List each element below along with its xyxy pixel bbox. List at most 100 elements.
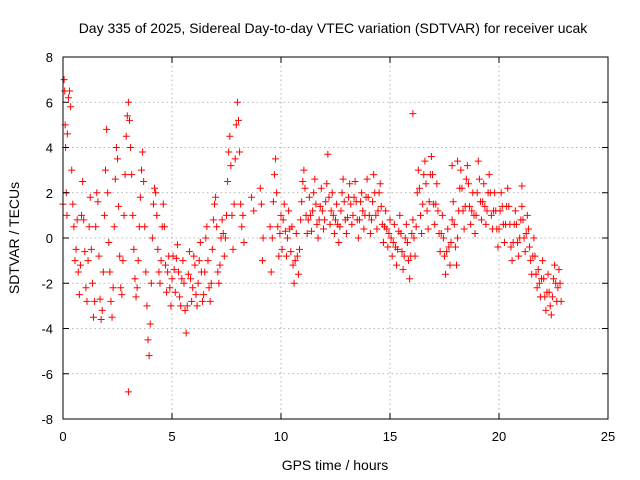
data-point (413, 189, 421, 197)
data-point (333, 200, 341, 208)
y-tick-label: 0 (46, 231, 53, 246)
data-point (290, 279, 298, 287)
data-point (195, 257, 203, 265)
data-point (278, 245, 286, 253)
data-point (535, 279, 543, 287)
data-point (313, 220, 321, 228)
data-point (248, 193, 256, 201)
data-point (119, 257, 127, 265)
data-point (281, 227, 289, 235)
data-point (85, 223, 93, 231)
data-point (181, 306, 189, 314)
data-point (379, 239, 387, 247)
data-point (79, 177, 87, 185)
data-point (72, 245, 80, 253)
data-point (436, 248, 444, 256)
data-point (519, 216, 527, 224)
data-point (63, 130, 71, 138)
data-point (316, 202, 324, 210)
data-point (432, 200, 440, 208)
data-point (533, 284, 541, 292)
data-point (133, 284, 141, 292)
data-point (91, 297, 99, 305)
data-point (485, 171, 493, 179)
data-point (180, 279, 188, 287)
data-point (190, 252, 198, 260)
data-point (233, 98, 241, 106)
data-point (232, 121, 240, 129)
data-point (228, 211, 236, 219)
data-point (227, 162, 235, 170)
data-point (159, 200, 167, 208)
data-point (111, 175, 119, 183)
y-tick-label: 4 (46, 141, 53, 156)
data-point (87, 245, 95, 253)
data-point (386, 216, 394, 224)
data-point (446, 261, 454, 269)
data-point (145, 352, 153, 360)
data-point (257, 200, 265, 208)
data-point (393, 261, 401, 269)
data-point (551, 261, 559, 269)
data-point (125, 116, 133, 124)
data-point (329, 211, 337, 219)
data-point (74, 268, 82, 276)
data-point (394, 245, 402, 253)
data-point (365, 211, 373, 219)
data-point (84, 257, 92, 265)
data-point (505, 202, 513, 210)
data-point (188, 297, 196, 305)
data-point (518, 202, 526, 210)
data-point (534, 266, 542, 274)
data-point (454, 234, 462, 242)
data-point (366, 229, 374, 237)
data-point (322, 198, 330, 206)
data-point (205, 284, 213, 292)
data-point (142, 268, 150, 276)
data-point (151, 184, 159, 192)
data-point (274, 223, 282, 231)
data-point (483, 207, 491, 215)
data-point (545, 288, 553, 296)
data-point (156, 279, 164, 287)
data-point (495, 225, 503, 233)
data-point (550, 275, 557, 283)
data-point (468, 207, 476, 215)
data-point (182, 329, 190, 337)
y-tick-label: -6 (41, 367, 53, 382)
x-tick-label: 25 (601, 429, 615, 444)
data-point (191, 261, 199, 269)
data-point (179, 257, 187, 265)
data-point (193, 302, 201, 310)
data-point (474, 157, 482, 165)
data-point (268, 234, 276, 242)
data-point (269, 198, 277, 206)
data-point (494, 243, 502, 251)
data-point (60, 76, 68, 84)
data-point (97, 315, 105, 323)
data-point (508, 257, 516, 265)
data-point (288, 223, 296, 231)
data-point (152, 189, 160, 197)
y-tick-label: -2 (41, 276, 53, 291)
data-point (214, 268, 222, 276)
data-point (396, 211, 404, 219)
data-point (298, 198, 306, 206)
data-point (427, 153, 435, 161)
data-point (121, 171, 129, 179)
data-point (433, 180, 441, 188)
y-tick-label: 8 (46, 50, 53, 65)
data-point (196, 239, 204, 247)
data-point (250, 207, 258, 215)
data-point (68, 166, 76, 174)
data-point (429, 171, 437, 179)
data-point (531, 252, 539, 260)
data-point (266, 223, 274, 231)
data-point (323, 180, 331, 188)
data-point (370, 171, 378, 179)
data-point (216, 261, 224, 269)
data-point (81, 248, 89, 256)
data-point (369, 198, 377, 206)
data-point (437, 229, 445, 237)
data-point (175, 268, 183, 276)
